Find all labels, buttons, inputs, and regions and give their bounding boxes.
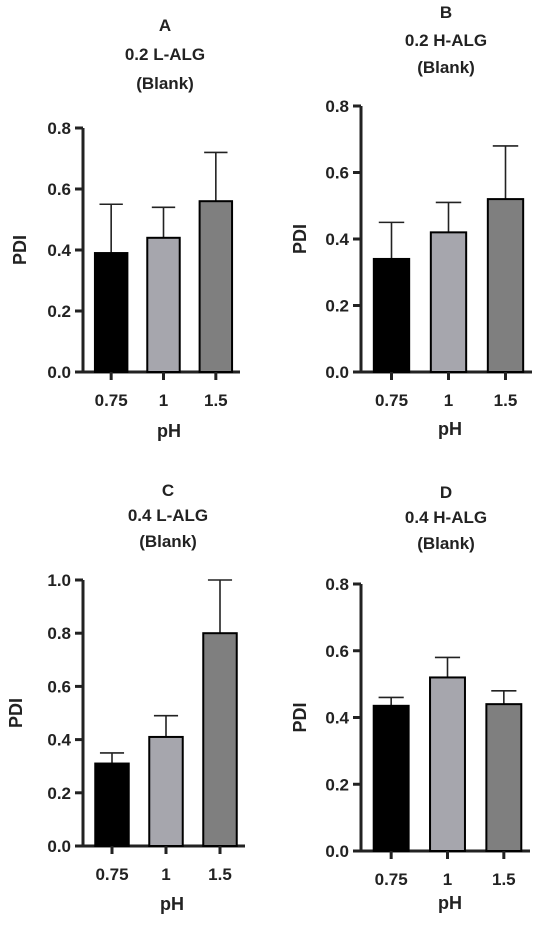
panel-title-line: B xyxy=(440,3,452,22)
y-tick-label: 0.0 xyxy=(47,837,71,856)
panel-title-line: (Blank) xyxy=(136,74,194,93)
bar-ph-1 xyxy=(148,735,184,847)
x-tick-label: 0.75 xyxy=(95,865,128,884)
bar-ph-0_75 xyxy=(372,257,411,374)
y-tick-label: 0.2 xyxy=(325,297,349,316)
x-tick-label: 1 xyxy=(161,865,170,884)
y-axis-label: PDI xyxy=(290,224,310,254)
bar-ph-1_5 xyxy=(202,632,238,848)
x-tick-label: 1 xyxy=(443,870,452,889)
y-tick-label: 1.0 xyxy=(47,571,71,590)
bar-ph-1_5 xyxy=(198,200,234,373)
y-tick-label: 0.2 xyxy=(325,775,349,794)
bar-ph-1 xyxy=(146,236,181,373)
x-tick-label: 0.75 xyxy=(95,391,128,410)
y-axis-label: PDI xyxy=(10,235,30,265)
panel-title-line: D xyxy=(440,483,452,502)
y-axis-label: PDI xyxy=(6,698,26,728)
y-tick-label: 0.8 xyxy=(325,575,349,594)
y-tick-label: 0.0 xyxy=(47,363,71,382)
x-axis-label: pH xyxy=(157,421,181,441)
panel-title-line: 0.2 H-ALG xyxy=(405,31,487,50)
bar-ph-1 xyxy=(429,676,466,853)
bar-ph-1_5 xyxy=(485,703,523,853)
panel-title-line: (Blank) xyxy=(139,532,197,551)
chart-panel-c: C 0.4 L-ALG (Blank) 0.0 0.2 0.4 0.6 0.8 1.0 0.75 1… xyxy=(6,481,245,914)
y-tick-label: 0.4 xyxy=(47,241,71,260)
y-tick-label: 0.6 xyxy=(325,164,349,183)
x-tick-label: 1.5 xyxy=(208,865,232,884)
y-tick-label: 0.2 xyxy=(47,784,71,803)
panel-title-line: (Blank) xyxy=(417,534,475,553)
panel-title-line: 0.4 L-ALG xyxy=(128,506,208,525)
x-axis-label: pH xyxy=(160,894,184,914)
y-tick-label: 0.6 xyxy=(325,642,349,661)
bar-ph-1 xyxy=(429,231,468,373)
y-tick-label: 0.8 xyxy=(47,624,71,643)
x-axis-label: pH xyxy=(438,893,462,913)
chart-panel-a: A 0.2 L-ALG (Blank) 0.0 0.2 0.4 0.6 0.8 0.75 1 1.5… xyxy=(10,16,240,441)
y-tick-label: 0.0 xyxy=(325,842,349,861)
x-tick-label: 0.75 xyxy=(375,391,408,410)
panel-title-line: (Blank) xyxy=(417,58,475,77)
y-tick-label: 0.0 xyxy=(325,363,349,382)
x-tick-label: 1.5 xyxy=(204,391,228,410)
panel-title-line: 0.2 L-ALG xyxy=(125,45,205,64)
x-tick-label: 1 xyxy=(159,391,168,410)
y-tick-label: 0.8 xyxy=(47,119,71,138)
panel-title-line: A xyxy=(159,16,171,35)
bar-ph-0_75 xyxy=(93,252,129,373)
y-tick-label: 0.2 xyxy=(47,302,71,321)
x-axis-label: pH xyxy=(438,419,462,439)
x-tick-label: 1.5 xyxy=(494,391,518,410)
x-tick-label: 1 xyxy=(444,391,453,410)
y-tick-label: 0.4 xyxy=(47,731,71,750)
y-tick-label: 0.6 xyxy=(47,677,71,696)
chart-panel-d: D 0.4 H-ALG (Blank) 0.0 0.2 0.4 0.6 0.8 0.75 1 1.5… xyxy=(290,483,530,913)
panel-title-line: C xyxy=(162,481,174,500)
y-tick-label: 0.4 xyxy=(325,230,349,249)
y-tick-label: 0.4 xyxy=(325,709,349,728)
x-tick-label: 1.5 xyxy=(492,870,516,889)
x-tick-label: 0.75 xyxy=(375,870,408,889)
y-tick-label: 0.6 xyxy=(47,180,71,199)
bar-ph-1_5 xyxy=(486,198,525,373)
chart-panel-b: B 0.2 H-ALG (Blank) 0.0 0.2 0.4 0.6 0.8 0.75 1 1.5… xyxy=(290,3,532,439)
y-axis-label: PDI xyxy=(290,702,310,732)
y-tick-label: 0.8 xyxy=(325,97,349,116)
panel-title-line: 0.4 H-ALG xyxy=(405,508,487,527)
bar-ph-0_75 xyxy=(372,704,410,852)
bar-ph-0_75 xyxy=(94,762,130,847)
